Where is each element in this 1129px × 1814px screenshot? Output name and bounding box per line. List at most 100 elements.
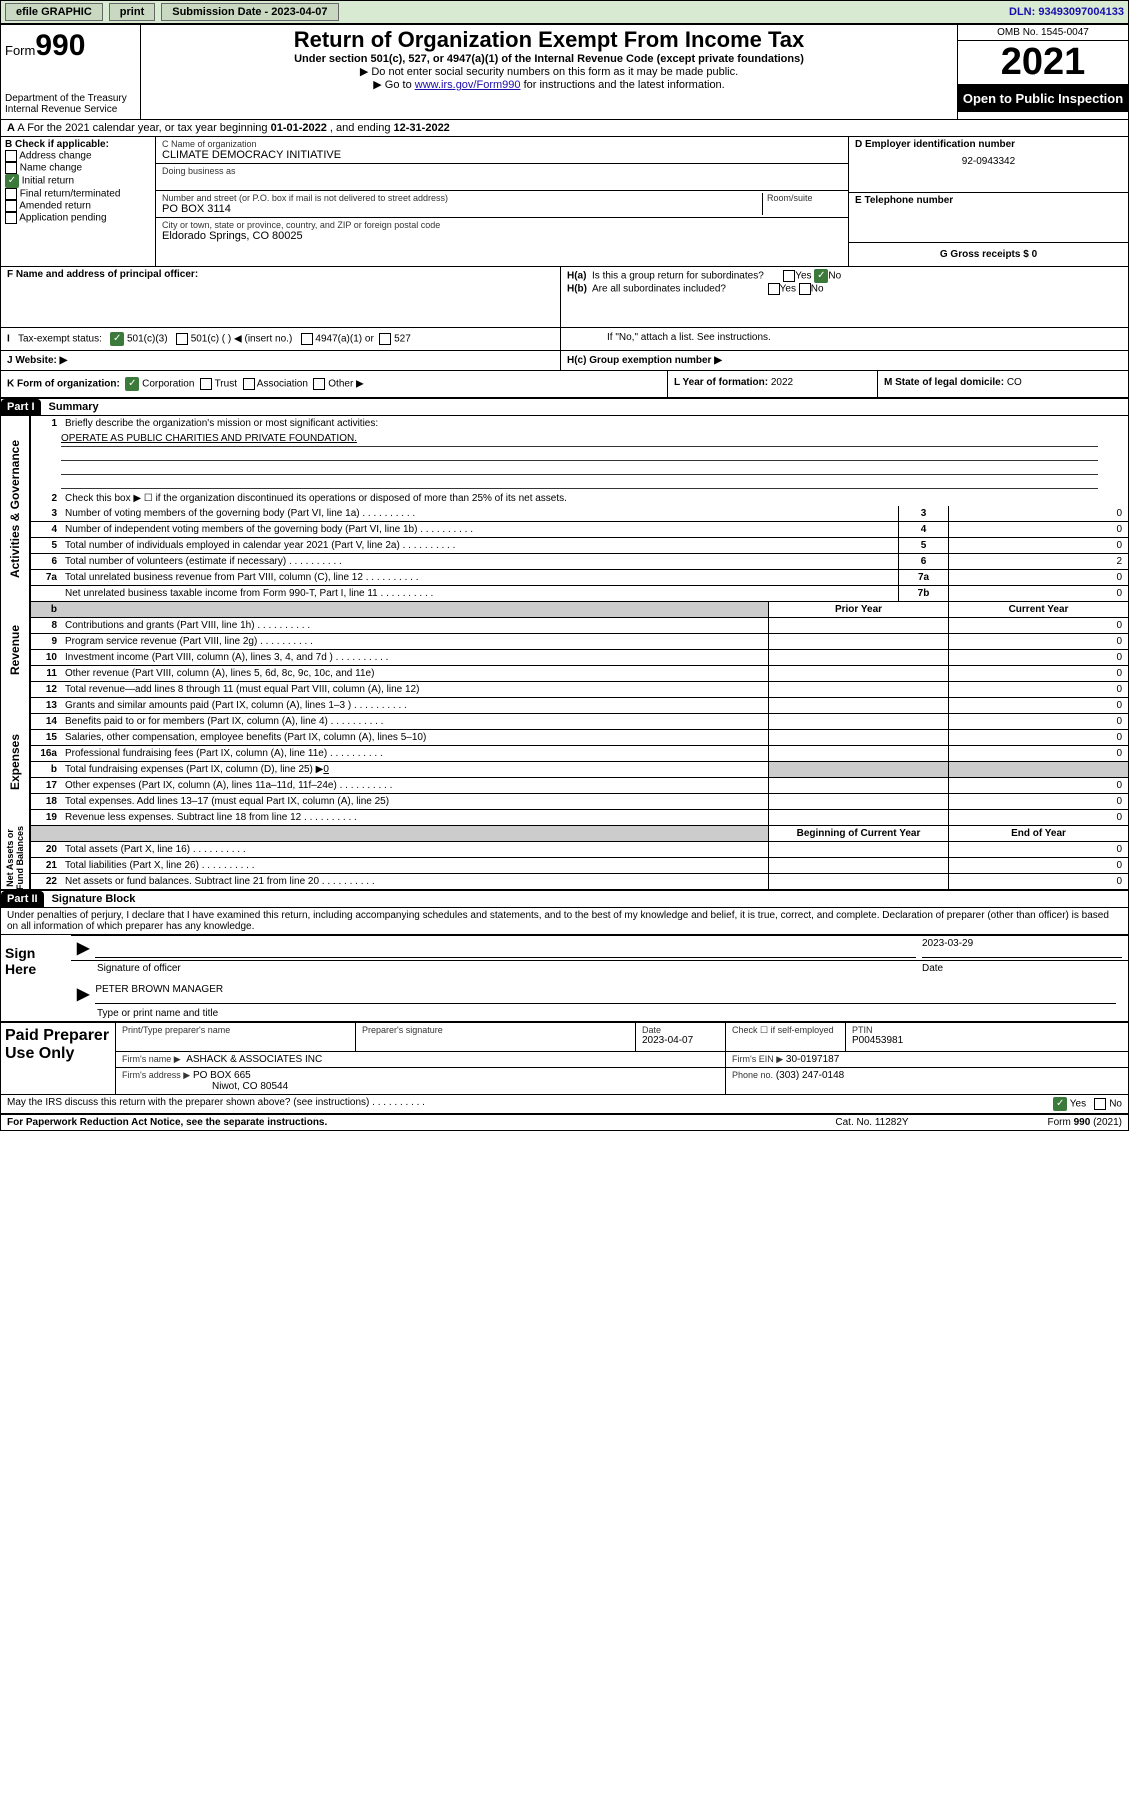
- form-title: Return of Organization Exempt From Incom…: [145, 27, 953, 53]
- line-8-current: 0: [948, 618, 1128, 633]
- line-14-label: Benefits paid to or for members (Part IX…: [61, 714, 768, 729]
- line-20-eoy: 0: [948, 842, 1128, 857]
- line-7b-label: Net unrelated business taxable income fr…: [61, 586, 898, 601]
- sig-date: 2023-03-29: [922, 938, 1122, 958]
- line-10-current: 0: [948, 650, 1128, 665]
- name-change-checkbox[interactable]: Name change: [5, 162, 151, 174]
- 501c-checkbox[interactable]: [176, 333, 188, 345]
- subtitle-3: ▶ Go to www.irs.gov/Form990 for instruct…: [145, 78, 953, 91]
- firm-ein-label: Firm's EIN ▶: [732, 1054, 783, 1064]
- line-7a-label: Total unrelated business revenue from Pa…: [61, 570, 898, 585]
- address-change-checkbox[interactable]: Address change: [5, 150, 151, 162]
- line-11-label: Other revenue (Part VIII, column (A), li…: [61, 666, 768, 681]
- line-16b-label: Total fundraising expenses (Part IX, col…: [61, 762, 768, 777]
- line-18-current: 0: [948, 794, 1128, 809]
- ptin-value: P00453981: [852, 1035, 1122, 1046]
- line-14-current: 0: [948, 714, 1128, 729]
- ein-value: 92-0943342: [855, 150, 1122, 167]
- mission-text: OPERATE AS PUBLIC CHARITIES AND PRIVATE …: [61, 433, 1098, 447]
- tax-year: 2021: [958, 41, 1128, 85]
- firm-ein: 30-0197187: [786, 1054, 839, 1065]
- line-5-label: Total number of individuals employed in …: [61, 538, 898, 553]
- dept-label: Department of the Treasury: [5, 93, 136, 104]
- firm-name-label: Firm's name ▶: [122, 1054, 181, 1064]
- association-checkbox[interactable]: [243, 378, 255, 390]
- vlabel-net-assets: Net Assets orFund Balances: [5, 825, 25, 889]
- officer-name-label: Type or print name and title: [97, 1008, 218, 1019]
- line-18-label: Total expenses. Add lines 13–17 (must eq…: [61, 794, 768, 809]
- city-label: City or town, state or province, country…: [162, 220, 842, 230]
- line-21-label: Total liabilities (Part X, line 26): [61, 858, 768, 873]
- irs-label: Internal Revenue Service: [5, 104, 136, 115]
- efile-button[interactable]: efile GRAPHIC: [5, 3, 103, 21]
- ein-label: D Employer identification number: [855, 139, 1015, 150]
- line-16a-label: Professional fundraising fees (Part IX, …: [61, 746, 768, 761]
- dba-label: Doing business as: [162, 166, 842, 176]
- instructions-link[interactable]: www.irs.gov/Form990: [415, 79, 521, 91]
- line-16a-current: 0: [948, 746, 1128, 761]
- box-f-label: F Name and address of principal officer:: [7, 269, 198, 280]
- amended-return-checkbox[interactable]: Amended return: [5, 200, 151, 212]
- part-1-header: Part ISummary: [1, 399, 1128, 416]
- h-a-label: H(a) Is this a group return for subordin…: [567, 269, 1122, 283]
- arrow-icon: ▶: [77, 938, 89, 958]
- open-public-badge: Open to Public Inspection: [958, 85, 1128, 112]
- subtitle-2: ▶ Do not enter social security numbers o…: [145, 65, 953, 78]
- pra-notice: For Paperwork Reduction Act Notice, see …: [7, 1117, 772, 1128]
- form-header: Form990 Department of the Treasury Inter…: [1, 25, 1128, 120]
- vlabel-expenses: Expenses: [8, 734, 22, 790]
- section-i-h: I Tax-exempt status: ✓ 501(c)(3) 501(c) …: [1, 328, 1128, 351]
- line-1-label: Briefly describe the organization's miss…: [61, 416, 1128, 431]
- trust-checkbox[interactable]: [200, 378, 212, 390]
- firm-name: ASHACK & ASSOCIATES INC: [186, 1054, 322, 1065]
- may-discuss-row: May the IRS discuss this return with the…: [1, 1095, 1128, 1115]
- firm-addr-label: Firm's address ▶: [122, 1070, 190, 1080]
- line-3-value: 0: [948, 506, 1128, 521]
- box-d-e-g: D Employer identification number 92-0943…: [848, 137, 1128, 266]
- subtitle-1: Under section 501(c), 527, or 4947(a)(1)…: [145, 53, 953, 65]
- eoy-header: End of Year: [948, 826, 1128, 841]
- phone-label: Phone no.: [732, 1070, 773, 1080]
- top-toolbar: efile GRAPHIC print Submission Date - 20…: [0, 0, 1129, 24]
- h-b-note: If "No," attach a list. See instructions…: [567, 332, 1122, 343]
- application-pending-checkbox[interactable]: Application pending: [5, 212, 151, 224]
- submission-date-button[interactable]: Submission Date - 2023-04-07: [161, 3, 338, 21]
- corporation-checkbox[interactable]: ✓: [125, 377, 139, 391]
- line-22-eoy: 0: [948, 874, 1128, 889]
- omb-number: OMB No. 1545-0047: [958, 25, 1128, 41]
- address-value: PO BOX 3114: [162, 203, 762, 215]
- org-name-label: C Name of organization: [162, 139, 842, 149]
- line-9-label: Program service revenue (Part VIII, line…: [61, 634, 768, 649]
- section-k-l-m: K Form of organization: ✓ Corporation Tr…: [1, 371, 1128, 399]
- state-domicile: M State of legal domicile: CO: [878, 371, 1128, 397]
- 527-checkbox[interactable]: [379, 333, 391, 345]
- print-button[interactable]: print: [109, 3, 155, 21]
- phone-label: E Telephone number: [855, 195, 953, 206]
- other-checkbox[interactable]: [313, 378, 325, 390]
- form-number: Form990: [5, 29, 136, 63]
- line-9-current: 0: [948, 634, 1128, 649]
- discuss-yes-checkbox[interactable]: ✓: [1053, 1097, 1067, 1111]
- self-employed-check[interactable]: Check ☐ if self-employed: [732, 1025, 839, 1036]
- part-2-header: Part IISignature Block: [1, 891, 1128, 908]
- vlabel-activities: Activities & Governance: [8, 440, 22, 578]
- line-7a-value: 0: [948, 570, 1128, 585]
- sign-here-label: Sign Here: [1, 935, 71, 1021]
- line-13-label: Grants and similar amounts paid (Part IX…: [61, 698, 768, 713]
- discuss-no-checkbox[interactable]: [1094, 1098, 1106, 1110]
- footer: For Paperwork Reduction Act Notice, see …: [1, 1115, 1128, 1130]
- final-return-checkbox[interactable]: Final return/terminated: [5, 188, 151, 200]
- phone-value: (303) 247-0148: [776, 1070, 844, 1081]
- preparer-sig-label: Preparer's signature: [362, 1025, 629, 1035]
- paid-preparer-block: Paid Preparer Use Only Print/Type prepar…: [1, 1022, 1128, 1095]
- 4947-checkbox[interactable]: [301, 333, 313, 345]
- line-12-current: 0: [948, 682, 1128, 697]
- initial-return-checkbox[interactable]: ✓ Initial return: [5, 174, 151, 188]
- box-c: C Name of organization CLIMATE DEMOCRACY…: [156, 137, 848, 266]
- line-3-label: Number of voting members of the governin…: [61, 506, 898, 521]
- paid-preparer-label: Paid Preparer Use Only: [1, 1023, 116, 1094]
- line-13-current: 0: [948, 698, 1128, 713]
- line-21-eoy: 0: [948, 858, 1128, 873]
- line-10-label: Investment income (Part VIII, column (A)…: [61, 650, 768, 665]
- 501c3-checkbox[interactable]: ✓: [110, 332, 124, 346]
